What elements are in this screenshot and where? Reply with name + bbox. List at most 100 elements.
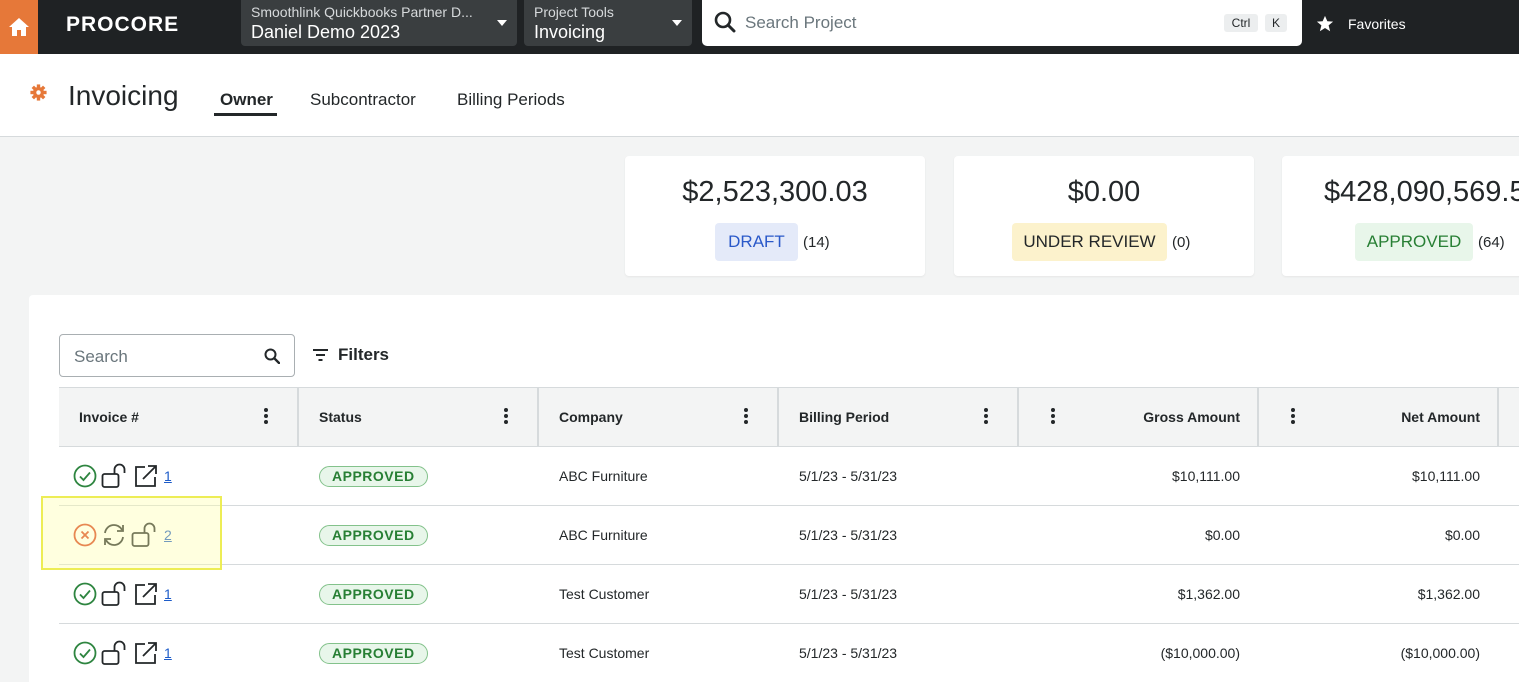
summary-card-under-review[interactable]: $0.00 UNDER REVIEW (0) <box>954 156 1254 276</box>
status-badge: APPROVED <box>319 524 428 546</box>
filters-label: Filters <box>338 345 390 364</box>
column-header-billing-period[interactable]: Billing Period <box>779 388 1019 446</box>
gear-icon[interactable] <box>30 84 47 101</box>
company-cell: Test Customer <box>559 645 650 661</box>
external-link-icon[interactable] <box>133 463 159 489</box>
search-placeholder: Search Project <box>745 13 857 32</box>
draft-count: (14) <box>803 234 830 251</box>
status-badge: APPROVED <box>319 465 428 487</box>
invoice-number-link[interactable]: 2 <box>164 527 172 543</box>
under-review-status-badge: UNDER REVIEW <box>1012 223 1167 261</box>
kebab-icon[interactable] <box>264 408 268 424</box>
tool-picker[interactable]: Project Tools Invoicing <box>524 0 692 46</box>
gross-amount-cell: $0.00 <box>1204 527 1240 543</box>
external-link-icon[interactable] <box>133 640 159 666</box>
top-nav: PROCORE Smoothlink Quickbooks Partner D.… <box>0 0 1519 54</box>
refresh-icon[interactable] <box>101 522 127 548</box>
unlock-icon[interactable] <box>131 522 159 548</box>
invoice-cell: 2 <box>73 506 172 564</box>
under-review-count: (0) <box>1172 234 1191 251</box>
company-cell: ABC Furniture <box>559 527 648 543</box>
draft-total: $2,523,300.03 <box>682 176 868 208</box>
billing-period-cell: 5/1/23 - 5/31/23 <box>799 527 898 543</box>
tool-picker-label: Project Tools <box>534 4 614 20</box>
tab-billing-periods[interactable]: Billing Periods <box>457 90 565 109</box>
net-amount-cell: $1,362.00 <box>1417 586 1480 602</box>
invoice-number-link[interactable]: 1 <box>164 645 172 661</box>
tab-owner[interactable]: Owner <box>220 90 273 109</box>
table-header: Invoice # Status Company Billing Period … <box>59 387 1519 447</box>
procore-logo[interactable]: PROCORE <box>66 13 180 36</box>
filters-button[interactable]: Filters <box>313 345 389 365</box>
kebab-icon[interactable] <box>744 408 748 424</box>
summary-card-draft[interactable]: $2,523,300.03 DRAFT (14) <box>625 156 925 276</box>
summary-card-approved[interactable]: $428,090,569.5 APPROVED (64) <box>1282 156 1519 276</box>
company-cell: ABC Furniture <box>559 468 648 484</box>
chevron-down-icon <box>497 20 507 26</box>
check-circle-icon <box>73 641 97 665</box>
column-header-status[interactable]: Status <box>299 388 539 446</box>
search-icon <box>714 11 736 33</box>
kebab-icon[interactable] <box>1051 408 1055 424</box>
page-header: Invoicing Owner Subcontractor Billing Pe… <box>0 54 1519 137</box>
net-amount-cell: ($10,000.00) <box>1400 645 1480 661</box>
shortcut-ctrl-key: Ctrl <box>1224 14 1258 32</box>
column-header-gross-amount[interactable]: Gross Amount <box>1019 388 1259 446</box>
shortcut-k-key: K <box>1265 14 1287 32</box>
billing-period-cell: 5/1/23 - 5/31/23 <box>799 645 898 661</box>
project-search-input[interactable]: Search Project Ctrl K <box>702 0 1302 46</box>
column-header-invoice[interactable]: Invoice # <box>59 388 299 446</box>
kebab-icon[interactable] <box>504 408 508 424</box>
home-button[interactable] <box>0 0 38 54</box>
draft-status-badge: DRAFT <box>715 223 798 261</box>
table-row[interactable]: 1 APPROVED ABC Furniture 5/1/23 - 5/31/2… <box>59 447 1519 506</box>
invoice-cell: 1 <box>73 565 172 623</box>
home-icon <box>9 18 29 36</box>
invoice-number-link[interactable]: 1 <box>164 586 172 602</box>
highlight-box <box>41 496 222 570</box>
approved-count: (64) <box>1478 234 1505 251</box>
company-cell: Test Customer <box>559 586 650 602</box>
invoice-cell: 1 <box>73 624 172 682</box>
project-name: Daniel Demo 2023 <box>251 22 401 42</box>
external-link-icon[interactable] <box>133 581 159 607</box>
project-picker[interactable]: Smoothlink Quickbooks Partner D... Danie… <box>241 0 517 46</box>
table-row[interactable]: 2 APPROVED ABC Furniture 5/1/23 - 5/31/2… <box>59 506 1519 565</box>
column-header-net-amount[interactable]: Net Amount <box>1259 388 1499 446</box>
under-review-total: $0.00 <box>1067 176 1141 208</box>
kebab-icon[interactable] <box>984 408 988 424</box>
active-tab-indicator <box>214 113 277 116</box>
star-icon <box>1316 15 1334 32</box>
tab-subcontractor[interactable]: Subcontractor <box>310 90 416 109</box>
error-circle-icon <box>73 523 97 547</box>
unlock-icon[interactable] <box>101 640 129 666</box>
search-icon <box>264 348 280 364</box>
table-search-input[interactable]: Search <box>59 334 295 377</box>
table-search-placeholder: Search <box>74 347 128 366</box>
table-row[interactable]: 1 APPROVED Test Customer 5/1/23 - 5/31/2… <box>59 624 1519 682</box>
kebab-icon[interactable] <box>1291 408 1295 424</box>
approved-status-badge: APPROVED <box>1355 223 1473 261</box>
invoice-number-link[interactable]: 1 <box>164 468 172 484</box>
table-row[interactable]: 1 APPROVED Test Customer 5/1/23 - 5/31/2… <box>59 565 1519 624</box>
chevron-down-icon <box>672 20 682 26</box>
tool-name: Invoicing <box>534 22 606 42</box>
billing-period-cell: 5/1/23 - 5/31/23 <box>799 468 898 484</box>
status-cell: APPROVED <box>319 565 428 623</box>
status-cell: APPROVED <box>319 624 428 682</box>
gross-amount-cell: $10,111.00 <box>1172 468 1240 484</box>
billing-period-cell: 5/1/23 - 5/31/23 <box>799 586 898 602</box>
status-cell: APPROVED <box>319 447 428 505</box>
page-title: Invoicing <box>68 80 179 111</box>
favorites-button[interactable]: Favorites <box>1316 15 1406 33</box>
favorites-label: Favorites <box>1348 16 1406 32</box>
gross-amount-cell: $1,362.00 <box>1177 586 1240 602</box>
unlock-icon[interactable] <box>101 463 129 489</box>
approved-total: $428,090,569.5 <box>1324 176 1519 208</box>
check-circle-icon <box>73 582 97 606</box>
check-circle-icon <box>73 464 97 488</box>
status-badge: APPROVED <box>319 642 428 664</box>
gross-amount-cell: ($10,000.00) <box>1160 645 1240 661</box>
unlock-icon[interactable] <box>101 581 129 607</box>
column-header-company[interactable]: Company <box>539 388 779 446</box>
